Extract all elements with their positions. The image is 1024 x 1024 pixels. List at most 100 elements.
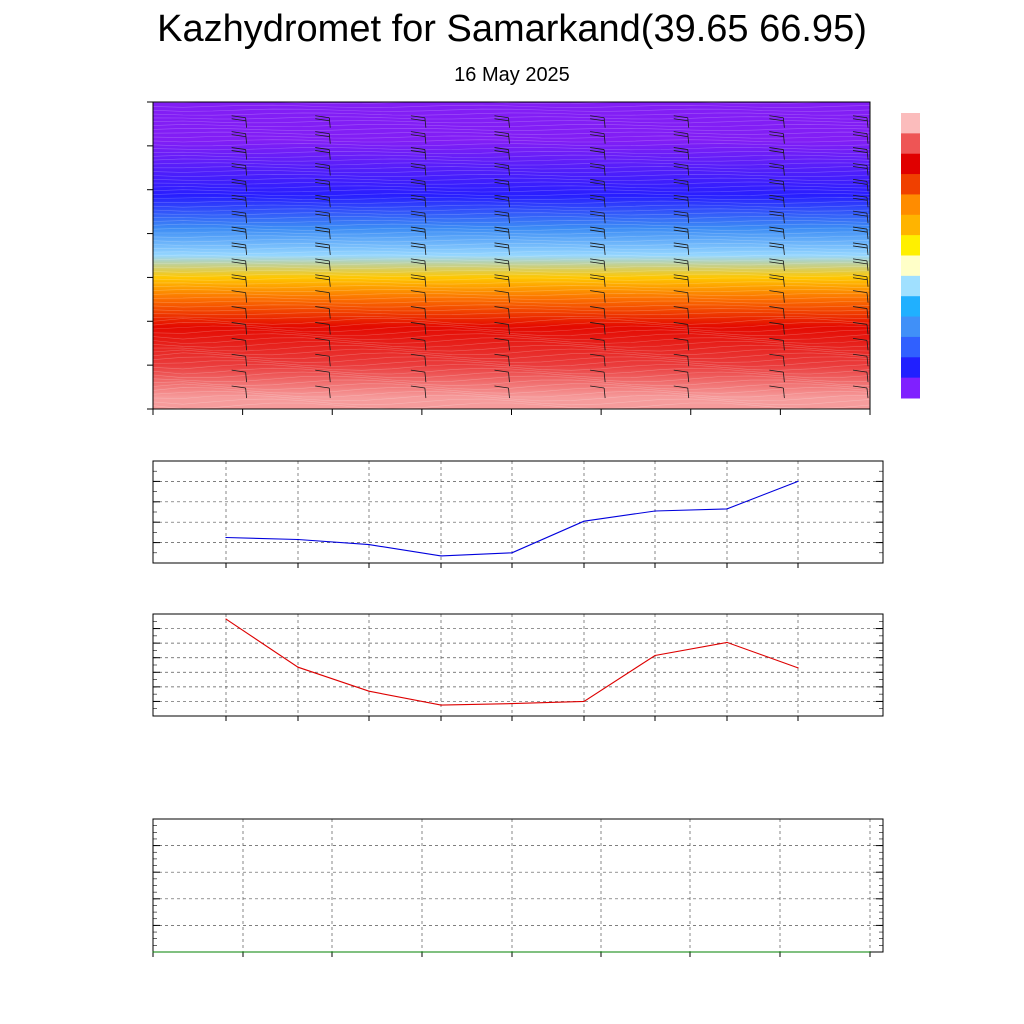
contour-lines <box>153 102 870 409</box>
wind-barb <box>315 242 331 255</box>
contour-line <box>153 315 870 319</box>
contour-line <box>153 285 870 289</box>
wind-barb <box>315 306 331 319</box>
wind-barb <box>231 306 248 319</box>
wind-barb <box>590 147 606 160</box>
contour-line <box>153 158 870 162</box>
wind-barb <box>590 274 606 287</box>
wind-barb <box>494 258 510 271</box>
wind-barb <box>494 306 510 319</box>
wind-barb <box>315 194 331 208</box>
wind-barb <box>231 210 248 224</box>
contour-line <box>153 193 870 197</box>
wind-barb <box>410 369 427 383</box>
wind-barb <box>769 115 785 128</box>
wind-barb <box>136 275 151 287</box>
wind-barb <box>231 242 248 255</box>
wind-barb <box>769 210 785 224</box>
wind-barb <box>136 386 151 398</box>
data-point <box>368 544 370 546</box>
colorbar-swatch <box>901 235 920 256</box>
wind-barb <box>136 259 151 271</box>
wind-barb <box>852 385 869 399</box>
wind-barb <box>769 147 785 160</box>
wind-barb <box>673 210 690 224</box>
contour-line <box>153 356 870 363</box>
wind-barb <box>852 369 869 383</box>
data-point <box>297 666 299 668</box>
wind-barb <box>590 385 606 399</box>
wind-barb <box>590 131 606 144</box>
contour-line <box>153 235 870 239</box>
wind-barb <box>494 147 510 160</box>
contour-line <box>153 246 870 250</box>
wind-barb <box>315 163 331 176</box>
contour-line <box>153 333 870 340</box>
wind-barb <box>673 258 690 271</box>
contour-line <box>153 200 870 204</box>
wind-barb <box>769 290 785 303</box>
wind-barb <box>315 147 331 160</box>
wind-barb <box>673 385 690 399</box>
contour-line <box>153 273 870 277</box>
wind-barb <box>315 115 331 128</box>
wind-barb <box>315 337 331 351</box>
contour-line <box>153 216 870 220</box>
wind-barb <box>494 210 510 224</box>
wind-barb <box>590 322 606 335</box>
wind-barb <box>410 258 427 271</box>
contour-line <box>153 231 870 235</box>
wind-barb <box>769 306 785 319</box>
wind-barb <box>590 353 606 367</box>
vertical-profile-chart <box>136 101 920 415</box>
wind-barb <box>852 242 869 255</box>
contour-line <box>153 143 870 147</box>
wind-barb <box>590 115 606 128</box>
wind-barb <box>673 147 690 160</box>
wind-barb <box>136 195 151 207</box>
wind-barb <box>590 290 606 303</box>
contour-line <box>153 127 870 131</box>
colorbar-swatch <box>901 194 920 216</box>
contour-line <box>153 189 870 193</box>
data-point <box>368 690 370 692</box>
data-point <box>797 667 799 669</box>
contour-line <box>153 108 870 112</box>
wind-barb <box>769 226 785 240</box>
contour-line <box>153 337 870 344</box>
data-point <box>869 951 871 953</box>
wind-barb <box>769 353 785 367</box>
contour-line <box>153 170 870 174</box>
contour-line <box>153 242 870 247</box>
data-point <box>440 555 442 557</box>
contour-line <box>153 166 870 170</box>
panel-frame <box>152 460 884 564</box>
wind-barb <box>231 322 248 335</box>
data-point <box>152 951 154 953</box>
wind-barb <box>410 385 427 399</box>
colorbar-swatch <box>901 153 920 175</box>
contour-line <box>153 196 870 201</box>
wind-barb <box>494 322 510 335</box>
wind-barb <box>769 322 785 335</box>
contour-line <box>153 250 870 254</box>
colorbar-swatch <box>901 255 920 277</box>
contour-line <box>153 344 870 352</box>
wind-barb <box>315 226 331 240</box>
wind-barb <box>410 147 427 160</box>
wind-barb <box>136 211 151 223</box>
wind-barb <box>136 307 151 319</box>
contour-line <box>153 296 870 300</box>
wind-barb <box>494 353 510 367</box>
contour-line <box>153 375 870 383</box>
wind-barb <box>231 194 248 208</box>
contour-line <box>153 348 870 356</box>
contour-line <box>153 304 870 308</box>
wind-barb <box>410 163 427 176</box>
wind-barb <box>852 290 869 303</box>
wind-barb <box>136 163 151 175</box>
precipitation-chart <box>152 818 884 957</box>
colorbar-swatch <box>901 357 920 379</box>
data-point <box>225 536 227 539</box>
data-point <box>511 951 513 953</box>
